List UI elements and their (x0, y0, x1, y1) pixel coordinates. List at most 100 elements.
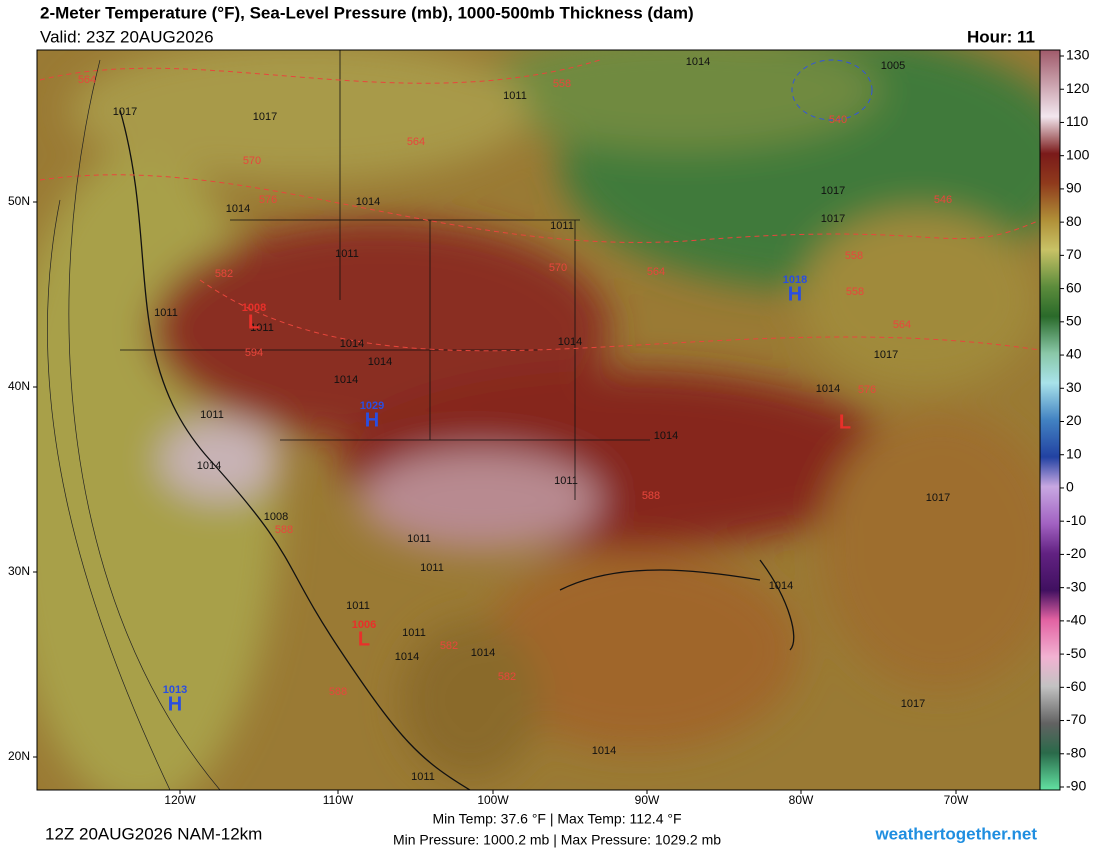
isobar-label: 1014 (471, 647, 495, 659)
colorbar (1039, 49, 1061, 791)
thickness-label: 558 (845, 250, 863, 262)
map: 1017 1017 1014 1011 1014 1014 1011 1011 1017 1017… (37, 50, 1040, 790)
isobar-label: 1011 (420, 562, 444, 574)
isobar-label: 1017 (874, 349, 898, 361)
temp-range: Min Temp: 37.6 °F | Max Temp: 112.4 °F (432, 811, 681, 827)
thickness-label: 558 (846, 286, 864, 298)
center-letter: H (168, 693, 182, 715)
colorbar-label: 130 (1066, 47, 1090, 63)
thickness-label: 576 (858, 384, 876, 396)
isobar-label: 1014 (334, 374, 358, 386)
isobar-label: 1017 (926, 492, 950, 504)
thickness-label: 588 (275, 524, 293, 536)
colorbar-label: -70 (1066, 711, 1086, 727)
thickness-label: 558 (553, 78, 571, 90)
lon-label: 80W (789, 793, 814, 807)
lon-label: 110W (323, 793, 354, 807)
thickness-label: 564 (647, 266, 665, 278)
thickness-label: 576 (259, 194, 277, 206)
site-credit: weathertogether.net (874, 824, 1037, 843)
colorbar-label: 30 (1066, 379, 1082, 395)
thickness-label: 564 (893, 319, 911, 331)
isobar-label: 1011 (550, 220, 574, 232)
isobar-label: 1014 (197, 460, 221, 472)
lat-label: 20N (8, 749, 30, 763)
isobar-label: 1014 (769, 580, 793, 592)
colorbar-label: -30 (1066, 578, 1086, 594)
colorbar-label: -10 (1066, 512, 1086, 528)
title: 2-Meter Temperature (°F), Sea-Level Pres… (40, 3, 694, 22)
colorbar-label: 110 (1066, 113, 1089, 129)
isobar-label: 1017 (253, 111, 277, 123)
thickness-label: 582 (440, 640, 458, 652)
forecast-hour: Hour: 11 (967, 27, 1035, 46)
colorbar-label: -90 (1066, 778, 1086, 794)
isobar-label: 1014 (558, 336, 582, 348)
lat-label: 40N (8, 379, 30, 393)
thickness-label: 564 (78, 74, 96, 86)
isobar-label: 1005 (881, 60, 905, 72)
isobar-label: 1011 (154, 307, 178, 319)
thickness-label: 570 (549, 262, 567, 274)
lat-label: 30N (8, 564, 30, 578)
center-letter: L (358, 628, 370, 650)
isobar-label: 1017 (821, 185, 845, 197)
thickness-label: 546 (934, 194, 952, 206)
isobar-label: 1011 (402, 627, 426, 639)
isobar-label: 1011 (200, 409, 224, 421)
isobar-label: 1011 (411, 771, 435, 783)
colorbar-label: 100 (1066, 146, 1090, 162)
isobar-label: 1014 (592, 745, 616, 757)
lon-label: 70W (944, 793, 969, 807)
colorbar-label: 90 (1066, 180, 1082, 196)
colorbar-label: -40 (1066, 612, 1086, 628)
isobar-label: 1014 (368, 356, 392, 368)
isobar-label: 1014 (356, 196, 380, 208)
colorbar-label: 120 (1066, 80, 1090, 96)
center-letter: L (839, 411, 851, 433)
pressure-range: Min Pressure: 1000.2 mb | Max Pressure: … (393, 832, 721, 848)
isobar-label: 1011 (407, 533, 431, 545)
thickness-label: 594 (245, 347, 263, 359)
isobar-label: 1011 (503, 90, 527, 102)
colorbar-label: 40 (1066, 346, 1082, 362)
center-letter: H (365, 409, 379, 431)
isobar-label: 1017 (113, 106, 137, 118)
isobar-label: 1017 (821, 213, 845, 225)
colorbar-label: -20 (1066, 545, 1086, 561)
thickness-label: 588 (642, 490, 660, 502)
isobar-label: 1014 (226, 203, 250, 215)
colorbar-label: 80 (1066, 213, 1082, 229)
valid-time: Valid: 23Z 20AUG2026 (40, 27, 214, 46)
isobar-label: 1014 (395, 651, 419, 663)
lon-label: 100W (477, 793, 509, 807)
model-run: 12Z 20AUG2026 NAM-12km (45, 824, 262, 843)
center-pressure: 1008 (242, 302, 266, 314)
center-letter: L (248, 311, 260, 333)
center-letter: H (788, 283, 802, 305)
center-pressure: 1018 (783, 274, 807, 286)
thickness-label: 564 (407, 136, 425, 148)
isobar-label: 1014 (686, 56, 710, 68)
isobar-label: 1011 (346, 600, 370, 612)
center-pressure: 1006 (352, 619, 376, 631)
isobar-label: 1017 (901, 698, 925, 710)
isobar-label: 1014 (816, 383, 840, 395)
center-pressure: 1013 (163, 684, 187, 696)
colorbar-label: 50 (1066, 313, 1082, 329)
thickness-label: 582 (215, 268, 233, 280)
thickness-label: 540 (829, 114, 847, 126)
colorbar-label: 10 (1066, 445, 1082, 461)
colorbar-label: -80 (1066, 744, 1086, 760)
isobar-label: 1014 (340, 338, 364, 350)
colorbar-label: 0 (1066, 479, 1074, 495)
colorbar-label: 60 (1066, 279, 1082, 295)
isobar-label: 1011 (250, 322, 274, 334)
lat-label: 50N (8, 194, 30, 208)
lon-label: 90W (635, 793, 660, 807)
colorbar-label: 20 (1066, 412, 1082, 428)
colorbar-label: -60 (1066, 678, 1086, 694)
isobar-label: 1008 (264, 511, 288, 523)
thickness-label: 582 (498, 671, 516, 683)
